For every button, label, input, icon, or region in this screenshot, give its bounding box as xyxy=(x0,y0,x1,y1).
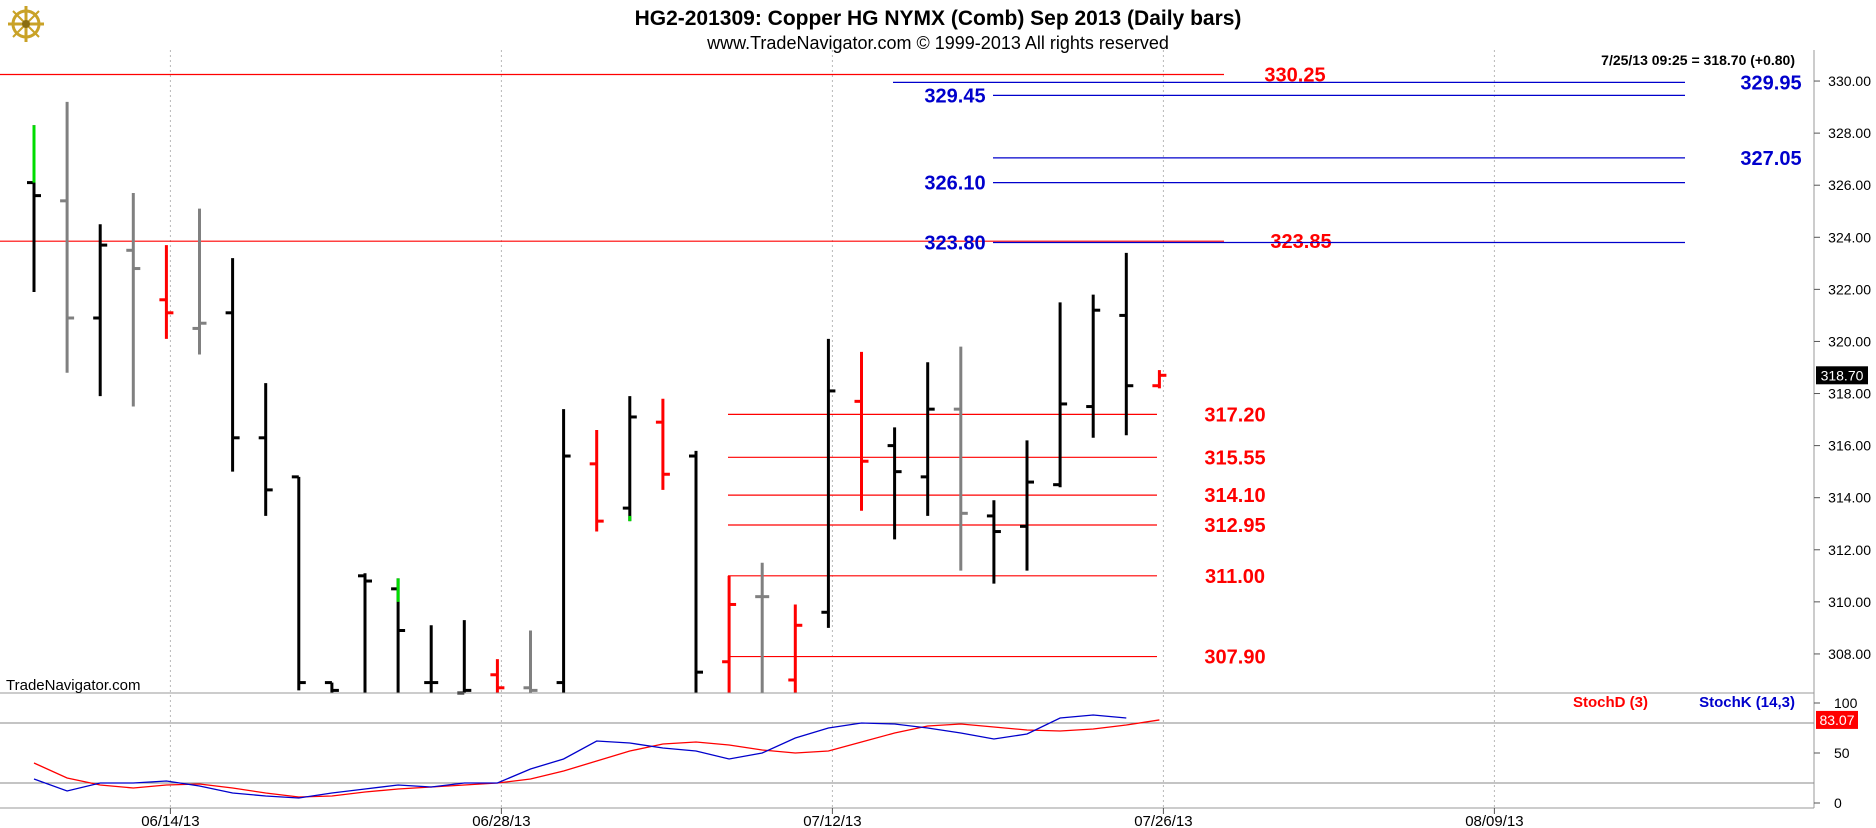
ohlc-bar xyxy=(358,573,372,693)
level-label: 329.95 xyxy=(1740,72,1801,94)
level-label: 311.00 xyxy=(1205,566,1265,588)
ohlc-bar xyxy=(788,604,803,693)
level-label: 317.20 xyxy=(1204,404,1265,426)
price-levels: 330.25 329.95329.45327.05326.10323.85323.… xyxy=(0,65,1802,669)
stoch-y-tick-label: 0 xyxy=(1834,795,1842,811)
price-bars xyxy=(27,101,1167,695)
y-tick-label: 310.00 xyxy=(1828,594,1871,610)
y-tick-label: 308.00 xyxy=(1828,646,1871,662)
legend-stochk: StochK (14,3) xyxy=(1699,694,1795,711)
y-tick-label: 326.00 xyxy=(1828,177,1871,193)
price-axis: 308.00 310.00 312.00 314.00 316.00 318.00 320.… xyxy=(1813,50,1871,808)
stoch-lines xyxy=(33,714,1160,799)
last-price-box xyxy=(1816,366,1868,385)
ohlc-bar xyxy=(821,338,836,628)
y-tick-label: 320.00 xyxy=(1828,333,1871,349)
y-tick-label: 314.00 xyxy=(1828,490,1871,506)
stoch-last-value-label: 83.07 xyxy=(1819,712,1854,728)
x-tick-label: 07/26/13 xyxy=(1134,813,1192,828)
y-tick-label: 324.00 xyxy=(1828,229,1871,245)
ohlc-bar xyxy=(291,475,306,691)
stoch-last-value-box xyxy=(1816,710,1858,729)
level-label: 315.55 xyxy=(1204,447,1265,469)
ohlc-bar xyxy=(424,625,439,693)
ohlc-bar xyxy=(953,346,968,571)
ohlc-bar xyxy=(27,125,41,292)
ohlc-bar xyxy=(490,659,505,693)
price-grid xyxy=(169,50,1495,808)
ohlc-bar xyxy=(1152,370,1167,389)
level-label: 312.95 xyxy=(1204,515,1265,537)
ohlc-bar xyxy=(655,398,670,490)
ohlc-bar xyxy=(689,450,703,693)
y-tick-label: 316.00 xyxy=(1828,438,1871,454)
logo xyxy=(8,6,44,42)
ohlc-bar xyxy=(854,351,869,511)
last-price-label: 318.70 xyxy=(1821,367,1864,383)
ohlc-bar xyxy=(1020,440,1034,571)
y-tick-label: 322.00 xyxy=(1828,281,1871,297)
ohlc-bar xyxy=(60,101,75,373)
ohlc-bar xyxy=(1119,252,1134,436)
x-tick-label: 08/09/13 xyxy=(1465,813,1523,828)
x-tick-label: 06/28/13 xyxy=(472,813,530,828)
y-tick-label: 312.00 xyxy=(1828,542,1871,558)
stoch-y-tick-label: 100 xyxy=(1834,695,1858,711)
x-tick-label: 06/14/13 xyxy=(141,813,199,828)
y-tick-label: 330.00 xyxy=(1828,73,1871,89)
helm-logo-icon xyxy=(8,6,44,42)
level-label: 329.45 xyxy=(924,85,985,107)
level-label: 327.05 xyxy=(1740,148,1801,170)
ohlc-bar xyxy=(258,383,273,516)
level-label: 326.10 xyxy=(924,173,985,195)
y-tick-label: 328.00 xyxy=(1828,125,1871,141)
level-label: 323.80 xyxy=(924,232,985,254)
chart-subtitle: www.TradeNavigator.com © 1999-2013 All r… xyxy=(706,33,1169,53)
ohlc-bar xyxy=(126,193,141,407)
ohlc-bar xyxy=(93,224,108,397)
watermark: TradeNavigator.com xyxy=(6,677,141,694)
stochd-line xyxy=(33,719,1160,798)
y-tick-label: 318.00 xyxy=(1828,386,1871,402)
ohlc-bar xyxy=(920,362,935,516)
ohlc-bar xyxy=(887,427,902,540)
ohlc-bar xyxy=(225,258,240,472)
ohlc-bar xyxy=(622,396,637,522)
x-axis: 06/14/13 06/28/13 07/12/13 07/26/13 08/09/13 xyxy=(0,807,1814,828)
level-label: 314.10 xyxy=(1204,485,1265,507)
level-label: 307.90 xyxy=(1204,647,1265,669)
ohlc-bar xyxy=(324,681,339,693)
ohlc-bar xyxy=(1053,302,1068,488)
ohlc-bar xyxy=(986,500,1001,584)
ohlc-bar xyxy=(589,429,604,532)
ohlc-bar xyxy=(192,208,207,355)
ohlc-bar xyxy=(755,562,770,693)
ohlc-bar xyxy=(722,575,737,693)
legend-stochd: StochD (3) xyxy=(1573,694,1648,711)
ohlc-bar xyxy=(159,245,174,339)
stoch-grid xyxy=(0,722,1814,784)
stoch-y-tick-label: 50 xyxy=(1834,745,1850,761)
ohlc-bar xyxy=(556,409,571,693)
ohlc-bar xyxy=(523,630,538,693)
ohlc-bar xyxy=(1086,294,1101,438)
ohlc-bar xyxy=(391,578,406,693)
x-tick-label: 07/12/13 xyxy=(803,813,861,828)
last-quote: 7/25/13 09:25 = 318.70 (+0.80) xyxy=(1601,52,1795,68)
stochk-line xyxy=(33,714,1127,799)
level-label: 330.25 xyxy=(1264,65,1325,87)
chart-title: HG2-201309: Copper HG NYMX (Comb) Sep 20… xyxy=(635,7,1242,30)
